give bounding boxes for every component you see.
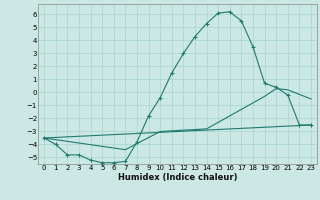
X-axis label: Humidex (Indice chaleur): Humidex (Indice chaleur): [118, 173, 237, 182]
